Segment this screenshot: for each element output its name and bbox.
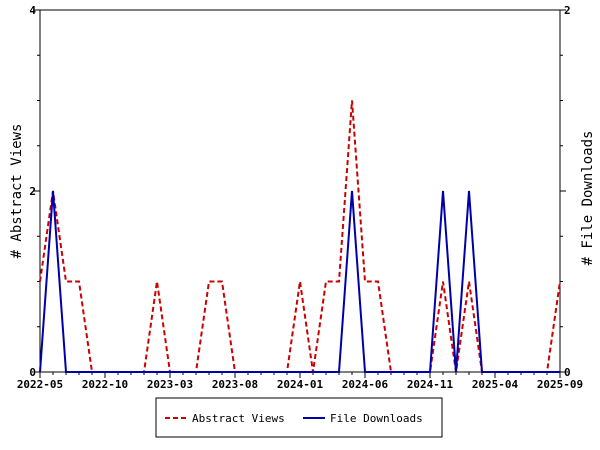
left-y-tick-label: 0 xyxy=(29,366,36,379)
left-axis-title: # Abstract Views xyxy=(9,124,25,259)
legend-box xyxy=(155,397,443,438)
x-tick-label: 2022-05 xyxy=(17,378,63,391)
right-axis-title: # File Downloads xyxy=(580,131,596,266)
x-tick-label: 2024-01 xyxy=(277,378,324,391)
series-layer xyxy=(39,100,561,373)
legend-label-abstract-views: Abstract Views xyxy=(192,412,285,425)
legend: Abstract Views File Downloads xyxy=(155,397,443,438)
x-tick-label: 2022-10 xyxy=(82,378,128,391)
left-y-tick-label: 2 xyxy=(29,185,36,198)
x-tick-label: 2024-11 xyxy=(407,378,454,391)
legend-label-file-downloads: File Downloads xyxy=(330,412,423,425)
left-y-tick-label: 4 xyxy=(29,4,36,17)
plot-area xyxy=(39,9,561,373)
right-y-tick-label: 0 xyxy=(564,366,571,379)
x-tick-label: 2023-08 xyxy=(212,378,258,391)
x-tick-label: 2024-06 xyxy=(342,378,389,391)
plot-frame xyxy=(39,9,561,373)
x-tick-label: 2025-09 xyxy=(537,378,583,391)
x-tick-label: 2023-03 xyxy=(147,378,193,391)
x-tick-label: 2025-04 xyxy=(472,378,519,391)
left-y-axis: 0 2 4 xyxy=(29,4,40,379)
right-y-tick-label: 2 xyxy=(564,4,571,17)
right-y-axis: 02 xyxy=(560,4,571,379)
x-axis: 2022-05 2022-10 2023-03 2023-08 2024-01 2024-… xyxy=(17,372,583,391)
